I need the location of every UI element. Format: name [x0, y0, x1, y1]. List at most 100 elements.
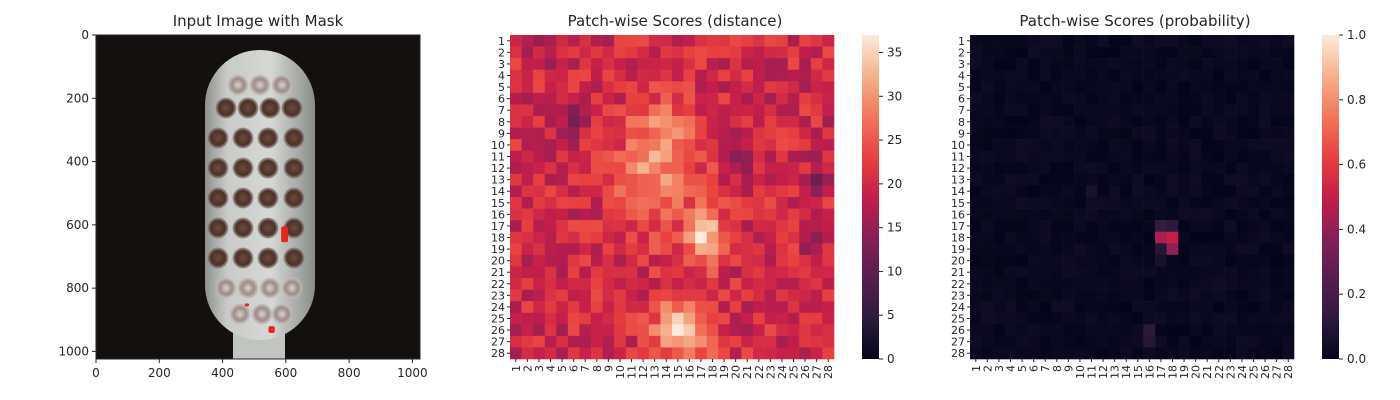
heatmap-cell	[981, 266, 994, 279]
heatmap-cell	[822, 116, 835, 128]
heatmap-cell	[822, 324, 835, 337]
heatmap-cell	[1027, 220, 1040, 233]
heatmap-cell	[683, 92, 696, 105]
heatmap-cell	[729, 278, 742, 290]
heatmap-cell	[1224, 185, 1237, 198]
heatmap-cell	[1247, 46, 1260, 59]
heatmap-cell	[614, 312, 627, 325]
heatmap-cell	[787, 185, 800, 198]
heatmap-cell	[1247, 301, 1260, 314]
heatmap-cell	[753, 104, 765, 117]
heatmap-cell	[1062, 162, 1075, 175]
y-tick-label: 7	[498, 104, 505, 117]
heatmap-cell	[822, 301, 835, 314]
heatmap-cell	[614, 197, 627, 209]
heatmap-cell	[1108, 81, 1121, 94]
x-tick-label: 6	[1028, 365, 1041, 372]
heatmap-cell	[579, 127, 592, 140]
heatmap-cell	[672, 197, 684, 209]
heatmap-cell	[521, 301, 534, 314]
y-tick-label: 8	[958, 116, 965, 129]
y-tick-label: 25	[951, 313, 965, 326]
heatmap-cell	[729, 243, 742, 256]
heatmap-cell	[660, 301, 673, 314]
heatmap-cell	[1247, 266, 1260, 279]
heatmap-cell	[1155, 185, 1168, 198]
heatmap-cell	[753, 35, 765, 47]
heatmap-cell	[510, 46, 522, 59]
heatmap-cell	[1120, 116, 1133, 128]
heatmap-cell	[799, 208, 812, 221]
heatmap-cell	[753, 197, 765, 209]
heatmap-cell	[1120, 301, 1133, 314]
heatmap-cell	[556, 69, 569, 82]
heatmap-cell	[521, 104, 534, 117]
heatmap-cell	[591, 335, 603, 348]
heatmap-cell	[970, 289, 982, 302]
heatmap-cell	[1178, 81, 1191, 94]
bristle-tuft	[227, 74, 249, 96]
heatmap-cell	[579, 197, 592, 209]
heatmap-cell	[1247, 278, 1260, 290]
heatmap-cell	[1004, 139, 1017, 152]
heatmap-cell	[970, 208, 982, 221]
heatmap-cell	[1224, 69, 1237, 82]
heatmap-cell	[1097, 266, 1110, 279]
heatmap-cell	[1027, 81, 1040, 94]
heatmap-cell	[625, 278, 638, 290]
heatmap-cell	[591, 347, 603, 360]
heatmap-cell	[1155, 289, 1168, 302]
heatmap-cell	[1178, 35, 1191, 47]
heatmap-cell	[776, 220, 789, 233]
heatmap-cell	[1282, 92, 1295, 105]
heatmap-cell	[637, 127, 650, 140]
heatmap-cell	[1189, 289, 1202, 302]
heatmap-cell	[729, 35, 742, 47]
heatmap-cell	[683, 208, 696, 221]
heatmap-cell	[1143, 58, 1156, 71]
heatmap-cell	[993, 231, 1006, 244]
heatmap-cell	[1039, 104, 1052, 117]
heatmap-cell	[695, 335, 708, 348]
heatmap-cell	[510, 347, 522, 360]
heatmap-cell	[1062, 266, 1075, 279]
heatmap-cell	[556, 197, 569, 209]
heatmap-cell	[1004, 185, 1017, 198]
heatmap-cell	[1132, 197, 1144, 209]
heatmap-cell	[1224, 197, 1237, 209]
heatmap-cell	[741, 324, 754, 337]
heatmap-cell	[1155, 266, 1168, 279]
heatmap-cell	[787, 231, 800, 244]
heatmap-cell	[776, 335, 789, 348]
heatmap-cell	[533, 35, 546, 47]
heatmap-cell	[1004, 278, 1017, 290]
heatmap-cell	[533, 324, 546, 337]
heatmap-cell	[799, 69, 812, 82]
heatmap-cell	[1027, 150, 1040, 163]
heatmap-cell	[1132, 220, 1144, 233]
heatmap-cell	[764, 58, 777, 71]
heatmap-cell	[1236, 301, 1249, 314]
heatmap-cell	[625, 301, 638, 314]
y-tick-label: 27	[951, 336, 965, 349]
heatmap-cell	[648, 162, 661, 175]
heatmap-cell	[602, 185, 615, 198]
heatmap-cell	[1074, 301, 1087, 314]
heatmap-cell	[1224, 231, 1237, 244]
heatmap-cell	[556, 150, 569, 163]
heatmap-cell	[591, 312, 603, 325]
heatmap-cell	[1039, 231, 1052, 244]
heatmap-cell	[672, 173, 684, 186]
heatmap-cell	[614, 347, 627, 360]
heatmap-cell	[1201, 243, 1214, 256]
heatmap-cell	[602, 197, 615, 209]
heatmap-cell	[1282, 104, 1295, 117]
heatmap-cell	[970, 278, 982, 290]
y-tick-label: 24	[491, 301, 505, 314]
y-tick-label: 14	[951, 185, 965, 198]
heatmap-cell	[741, 173, 754, 186]
y-tick-label: 6	[958, 93, 965, 106]
bristle-tuft	[207, 157, 229, 179]
heatmap-cell	[1108, 104, 1121, 117]
heatmap-cell	[1027, 173, 1040, 186]
